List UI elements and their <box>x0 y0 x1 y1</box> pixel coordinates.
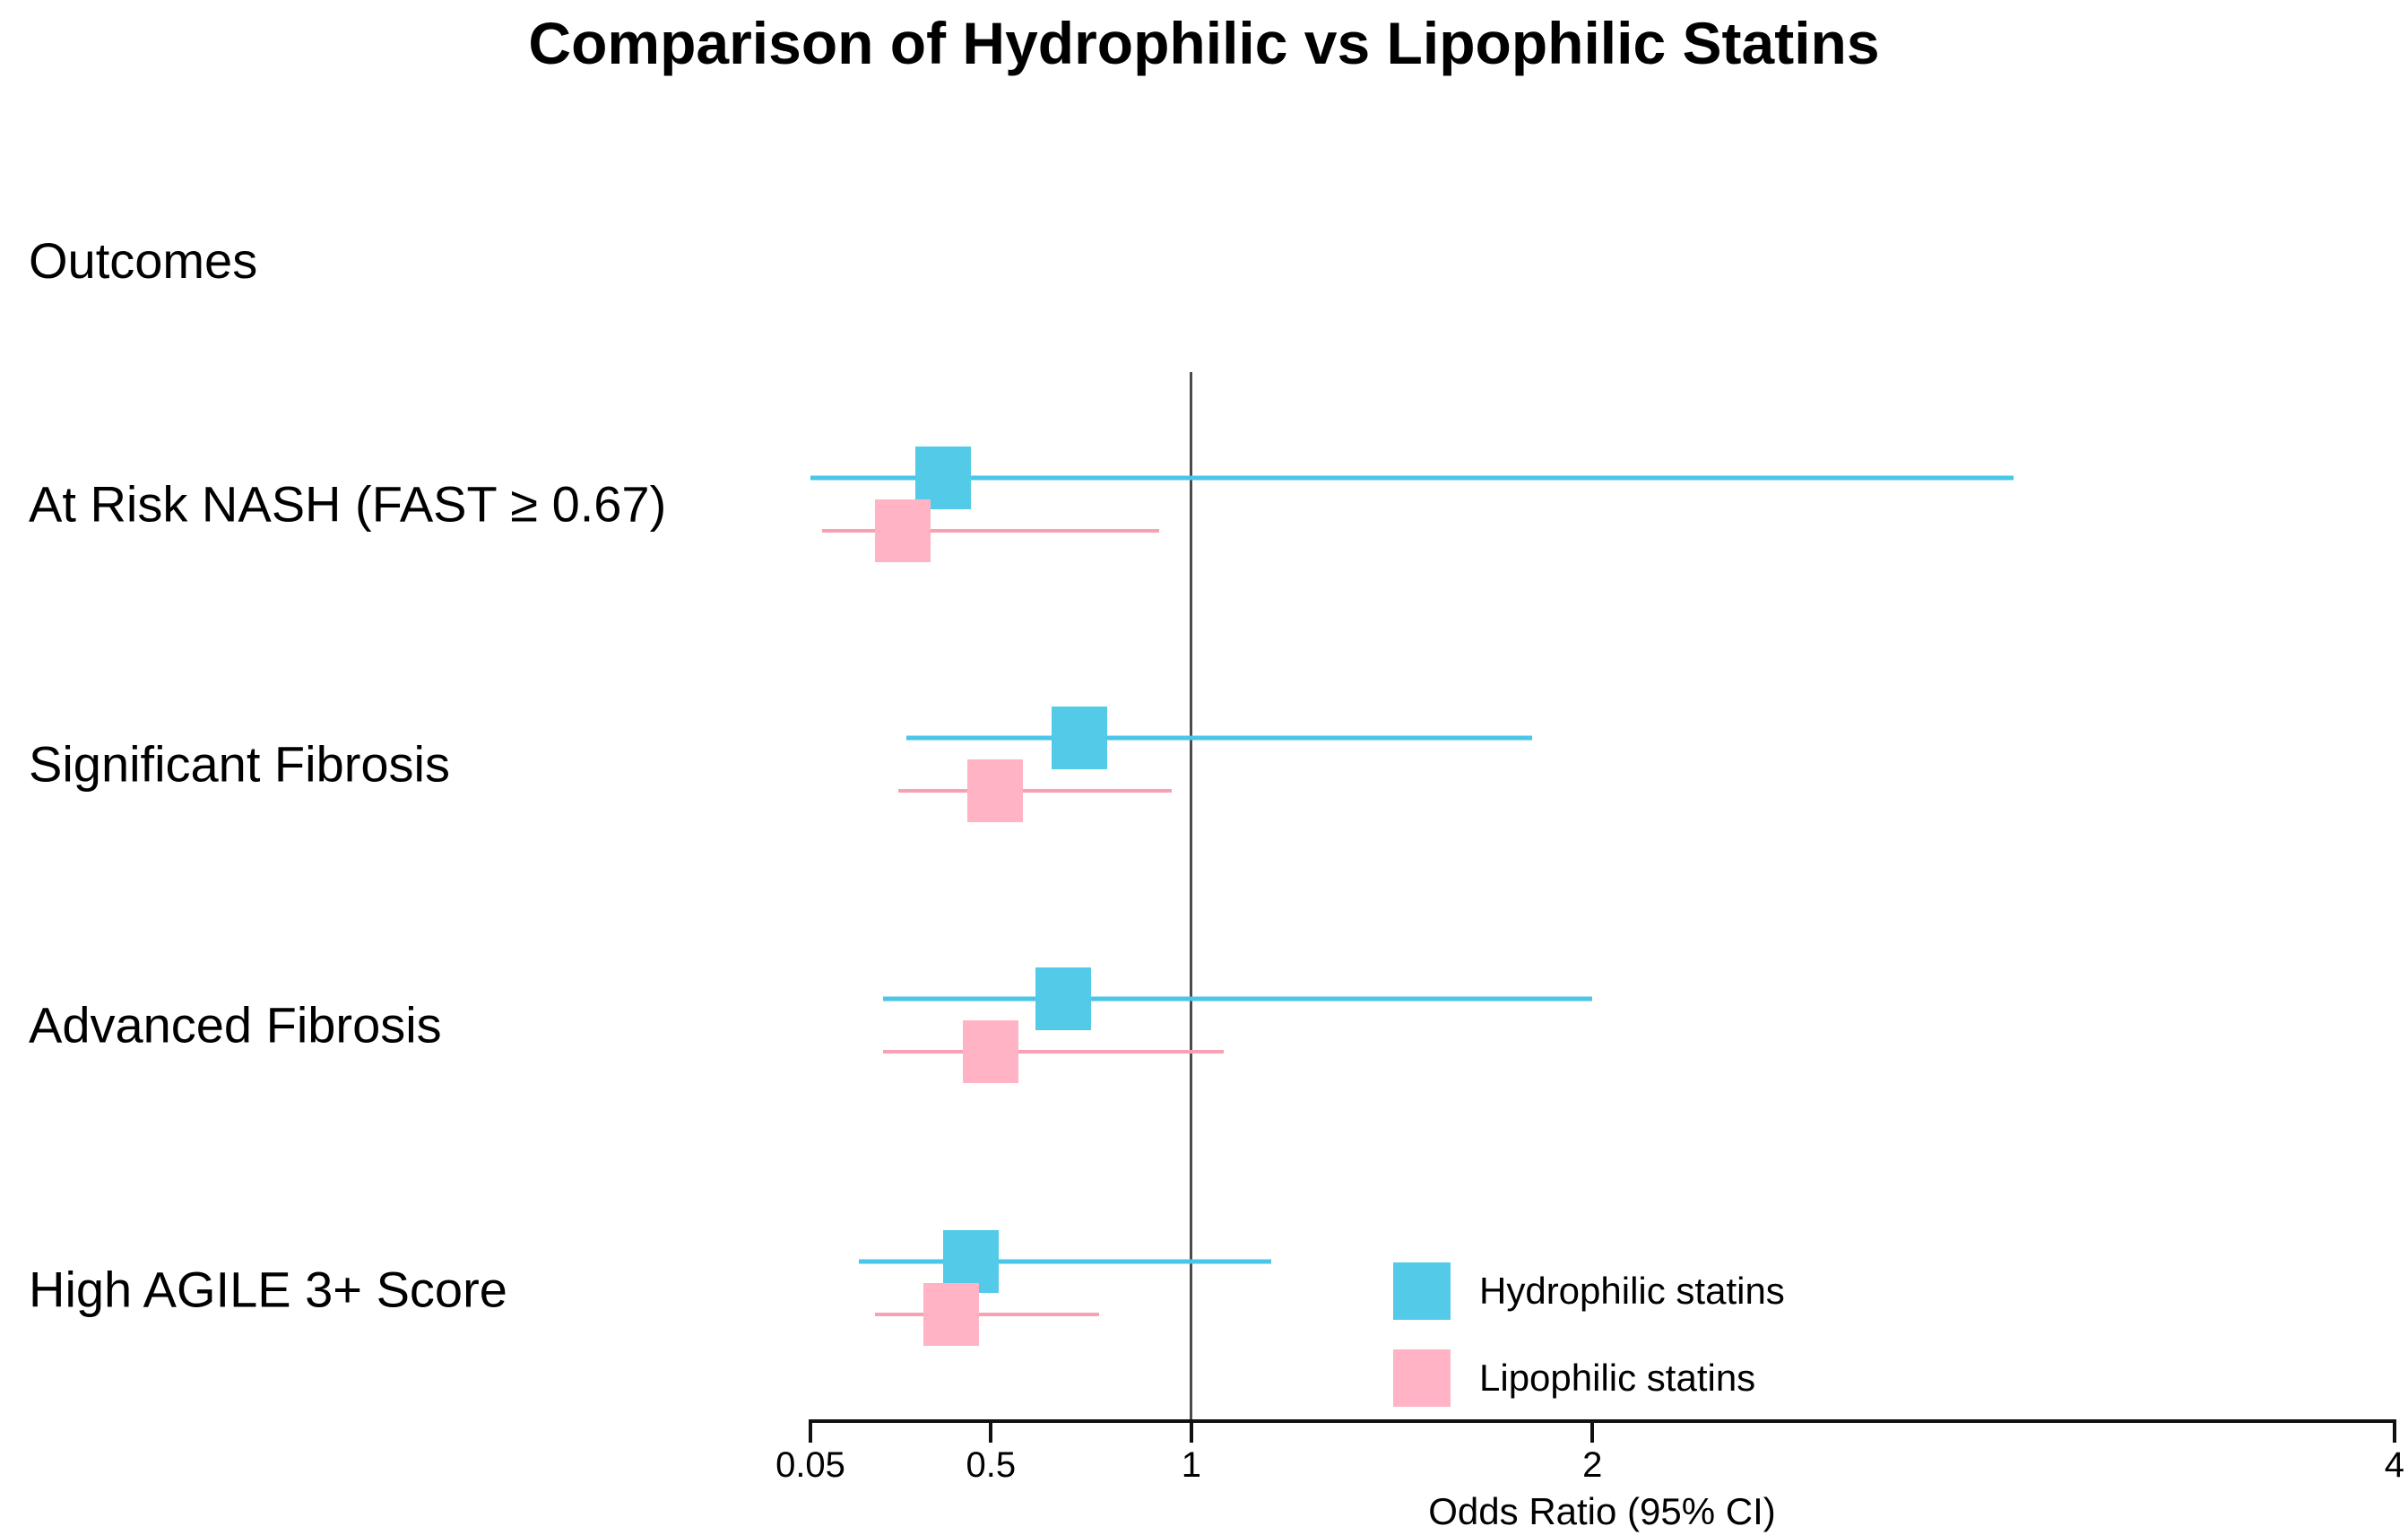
ci-line-lipophilic-row1 <box>822 529 1160 533</box>
legend-swatch-lipophilic <box>1393 1349 1451 1407</box>
x-axis-title: Odds Ratio (95% CI) <box>1428 1490 1776 1532</box>
ci-line-lipophilic-row4 <box>874 1313 1100 1316</box>
reference-line <box>1190 372 1193 1419</box>
row-label-1: At Risk NASH (FAST ≥ 0.67) <box>29 475 667 533</box>
x-axis-tick-label-1: 1 <box>1181 1445 1202 1485</box>
or-marker-hydrophilic-row3 <box>1035 967 1091 1030</box>
x-axis-line <box>809 1419 2396 1423</box>
ci-line-hydrophilic-row2 <box>906 735 1533 741</box>
x-axis-tick-label-2: 2 <box>1582 1445 1603 1485</box>
or-marker-lipophilic-row3 <box>963 1020 1019 1083</box>
or-marker-hydrophilic-row4 <box>942 1230 999 1293</box>
legend-label-lipophilic: Lipophilic statins <box>1479 1357 1756 1399</box>
ci-line-hydrophilic-row4 <box>858 1259 1272 1264</box>
x-axis-tick-0.5 <box>989 1423 993 1443</box>
x-axis-tick-2 <box>1590 1423 1595 1443</box>
or-marker-lipophilic-row1 <box>874 499 931 562</box>
x-axis-tick-label-4: 4 <box>2384 1445 2404 1485</box>
x-axis-tick-0.05 <box>809 1423 812 1443</box>
ci-line-lipophilic-row2 <box>898 789 1172 793</box>
outcomes-header: Outcomes <box>29 232 258 289</box>
or-marker-hydrophilic-row2 <box>1051 707 1107 769</box>
ci-line-hydrophilic-row3 <box>882 996 1593 1002</box>
chart-title: Comparison of Hydrophilic vs Lipophilic … <box>528 10 1880 76</box>
or-marker-lipophilic-row2 <box>966 759 1023 822</box>
legend-label-hydrophilic: Hydrophilic statins <box>1479 1270 1785 1312</box>
ci-line-lipophilic-row3 <box>882 1050 1224 1054</box>
x-axis-tick-4 <box>2392 1423 2396 1443</box>
x-axis-tick-1 <box>1189 1423 1193 1443</box>
or-marker-lipophilic-row4 <box>922 1283 979 1346</box>
row-label-3: Advanced Fibrosis <box>29 996 442 1054</box>
row-label-4: High AGILE 3+ Score <box>29 1261 507 1318</box>
x-axis-tick-label-0.5: 0.5 <box>966 1445 1017 1485</box>
or-marker-hydrophilic-row1 <box>914 447 971 509</box>
x-axis-tick-label-0.05: 0.05 <box>775 1445 845 1485</box>
row-label-2: Significant Fibrosis <box>29 735 450 793</box>
legend-swatch-hydrophilic <box>1393 1262 1451 1320</box>
ci-line-hydrophilic-row1 <box>810 475 2014 481</box>
